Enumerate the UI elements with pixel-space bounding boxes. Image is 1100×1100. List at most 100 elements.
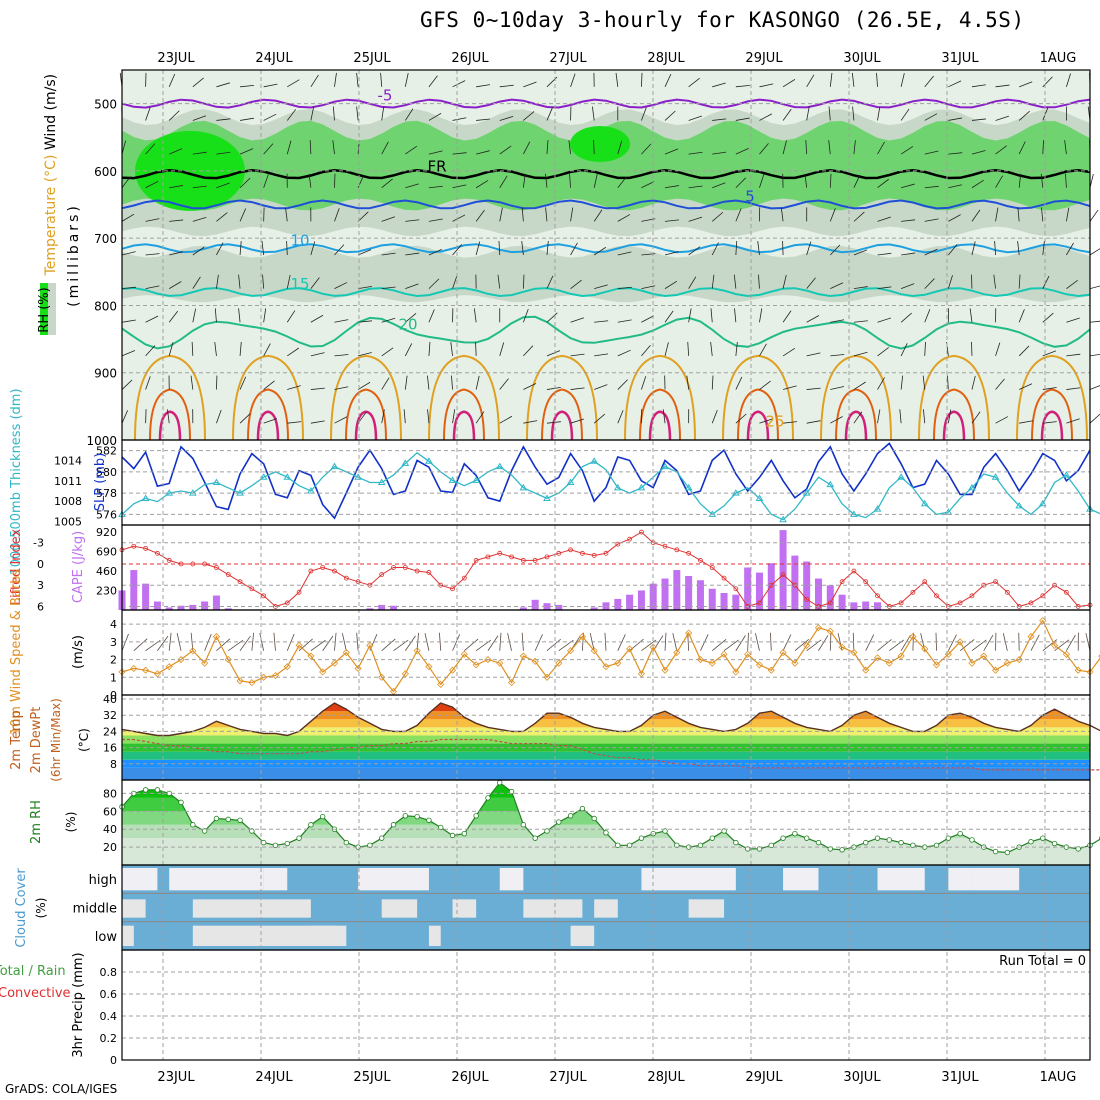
wind-speed-point [862,666,870,674]
wind-barb [1019,420,1034,424]
wind-barb [145,253,160,256]
date-label-top: 24JUL [255,51,293,66]
rh-tick-label: 40 [103,823,117,836]
wind-barb [286,310,296,323]
lifted-index-point [355,579,361,585]
wind-barb [190,375,194,390]
wind-barb [521,241,524,256]
wind-barb [947,275,953,289]
wind-barb [358,320,373,323]
cloud-clear-middle [381,899,418,918]
rh2m-point [426,817,432,823]
isotherm-label: 20 [398,315,417,333]
lifted-index-point [131,543,137,549]
wind-barb [404,108,414,121]
wind-barb [995,416,1009,424]
cloud-clear-middle [688,899,725,918]
temp-tick-label: 32 [103,709,117,722]
wind-barb [593,246,607,256]
wind-barb [900,343,908,357]
lifted-index-point [1063,589,1069,595]
wind-barb [332,140,335,155]
wind-barb [900,635,911,651]
wind-barb [322,635,334,651]
wind-barb [570,353,585,357]
isotherm-warm-loop [526,354,598,441]
wind-speed-point [1051,641,1059,649]
rh2m-point [296,835,302,841]
wind-barb [145,107,151,121]
wind-barb [948,80,962,88]
wind-barb [381,141,389,155]
wind-speed-point [980,652,988,660]
wind-barb [121,350,136,357]
wind-barb [428,150,443,155]
wind-barb [192,115,207,121]
wind-barb [853,351,868,357]
lifted-index-tick-label: 0 [37,558,44,571]
lifted-index-tick-label: 6 [37,600,44,613]
isotherm-warm-loop [443,388,485,441]
wind-barb [239,177,251,189]
wind-barb [782,140,787,155]
wind-barb [263,308,267,323]
thickness-point [306,487,315,494]
lifted-index-point [296,589,302,595]
wind-barb [971,179,984,189]
lifted-index-point [568,547,573,553]
wind-barb [837,633,843,651]
lifted-index-point [509,554,514,560]
isotherm-hot-loop [452,410,476,441]
wind-barb [499,175,508,188]
lifted-index-point [615,541,621,547]
wind-barb [594,320,609,323]
rh2m-point [839,847,845,853]
wind-barb [782,385,797,390]
wind-barb [286,274,291,289]
precip-tick-label: 0 [110,1054,117,1067]
rh2m-point [414,813,420,820]
wind-barb [263,143,274,155]
wind-barb [358,286,372,290]
date-label-top: 27JUL [549,51,587,66]
wind-speed-point [578,632,586,641]
wind-barb [593,413,606,424]
wind-barb [664,310,674,323]
wind-barb [475,209,485,222]
wind-barb [357,249,372,256]
wind-barb [688,246,701,256]
wind-barb [405,219,420,222]
cape-bar [378,604,386,610]
wind-barb [546,421,561,424]
wind-barb [735,376,743,390]
wind-barb [759,174,765,188]
wind-barb [357,381,371,390]
thickness-point [212,478,221,485]
rh2m-point [154,787,161,793]
cape-bar [732,594,740,610]
rh2m-point [803,835,810,841]
wind-barb [924,75,934,88]
wind-barb [900,146,914,155]
wind-barb [617,251,632,256]
wind-barb [641,376,647,390]
wind-speed-point [921,645,929,653]
wind-barb [428,75,438,88]
wind-barb [381,409,385,424]
wind-barb [216,118,231,121]
wind-barb [735,635,746,651]
lifted-index-point [780,572,786,577]
date-label-bottom: 26JUL [451,1070,489,1085]
wind-barb [900,283,915,290]
wind-barb [672,633,678,651]
wind-speed-point [366,641,374,649]
wind-barb [617,140,623,155]
wind-barb [1040,173,1044,188]
wind-speed-point [201,659,209,667]
wind-barb [192,246,205,256]
cloud-clear-high [877,868,925,891]
temp-bands [122,703,1090,780]
wind-speed-point [602,663,610,671]
lifted-index-point [686,550,692,556]
temp-axis-label: 2m Temp [9,710,24,770]
